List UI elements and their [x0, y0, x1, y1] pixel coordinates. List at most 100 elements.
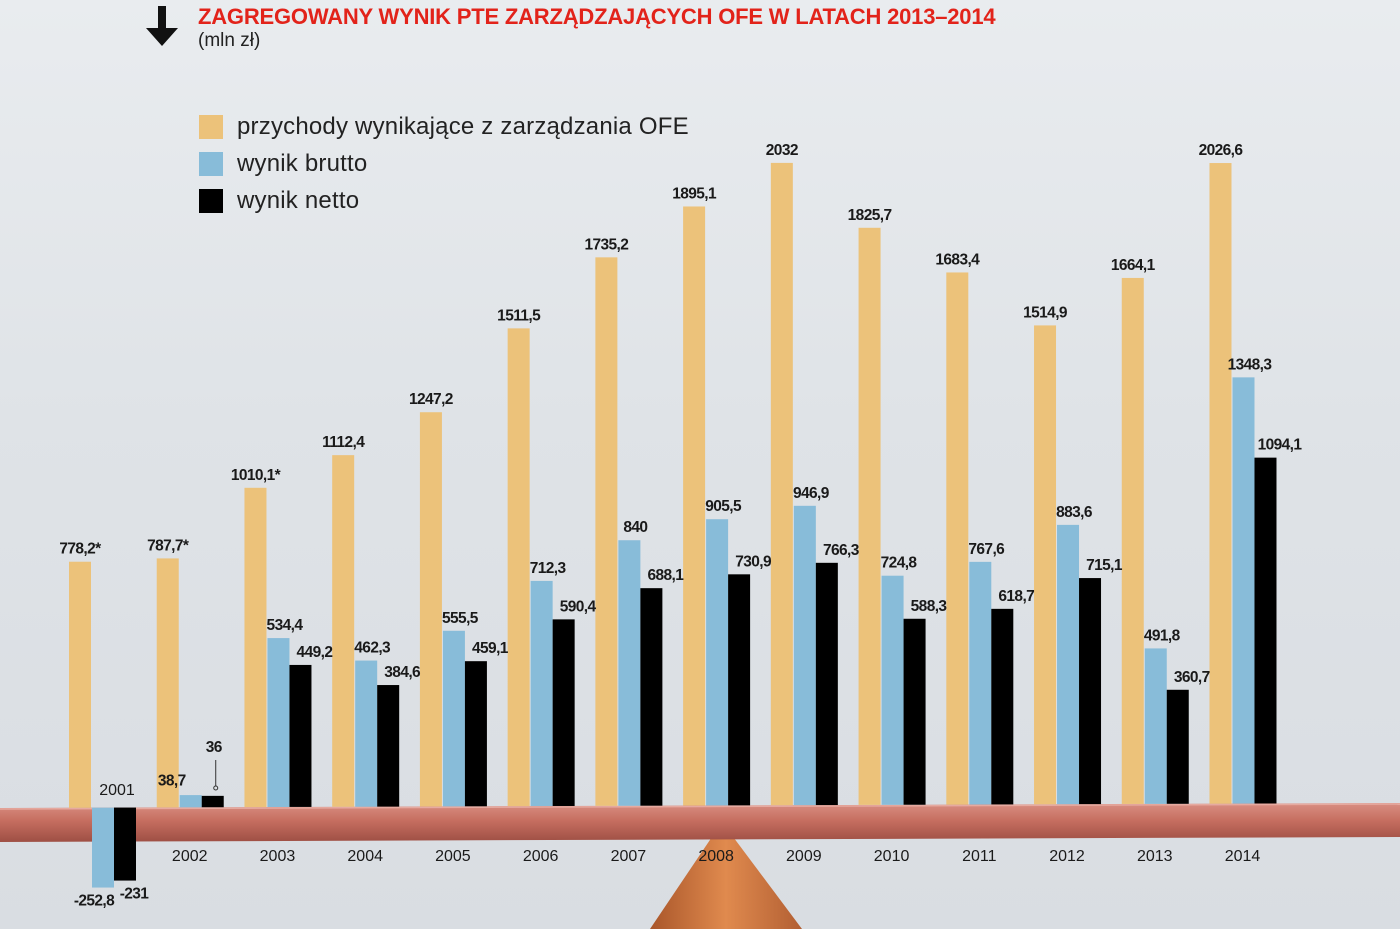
x-tick-label-2001: 2001 [99, 782, 135, 799]
bar-przychody-2003 [244, 487, 267, 808]
bar-przychody-2007 [595, 257, 618, 806]
bar-przychody-2013 [1121, 277, 1144, 804]
x-tick-label-2013: 2013 [1137, 848, 1173, 865]
label-przychody-2002: 787,7* [147, 537, 190, 554]
label-przychody-2011: 1683,4 [935, 251, 980, 268]
label-brutto-2004: 462,3 [354, 640, 391, 657]
label-przychody-2001: 778,2* [59, 541, 102, 558]
bar-brutto-2008 [706, 519, 729, 806]
x-tick-label-2006: 2006 [523, 848, 559, 865]
bar-brutto-2011 [969, 561, 992, 805]
label-przychody-2012: 1514,9 [1023, 304, 1068, 321]
balance-base [650, 822, 802, 929]
bar-netto-2003 [289, 664, 312, 807]
label-netto-2005: 459,1 [472, 640, 509, 657]
label-brutto-2007: 840 [623, 519, 647, 536]
x-tick-label-2008: 2008 [698, 848, 734, 865]
bar-brutto-2009 [793, 505, 816, 806]
bar-netto-2007 [640, 588, 663, 806]
x-tick-label-2011: 2011 [962, 848, 997, 865]
bar-brutto-2006 [530, 580, 553, 807]
legend-item-netto: wynik netto [199, 182, 689, 219]
legend-label-przychody: przychody wynikające z zarządzania OFE [237, 112, 689, 140]
label-netto-2008: 730,9 [735, 553, 772, 570]
bar-netto-2014 [1254, 457, 1277, 804]
label-brutto-2001: -252,8 [74, 893, 115, 910]
label-netto-2003: 449,2 [297, 644, 333, 661]
leader-dot-2002 [213, 785, 219, 791]
legend-label-brutto: wynik brutto [237, 149, 368, 177]
label-netto-2002: 36 [206, 739, 223, 756]
legend: przychody wynikające z zarządzania OFE w… [199, 108, 689, 219]
label-brutto-2010: 724,8 [881, 555, 918, 572]
label-brutto-2011: 767,6 [968, 541, 1005, 558]
label-netto-2010: 588,3 [911, 598, 948, 615]
label-netto-2004: 384,6 [384, 664, 421, 681]
bar-netto-2001 [114, 807, 136, 881]
bar-brutto-2005 [442, 630, 465, 807]
bar-brutto-2002 [179, 795, 202, 808]
label-netto-2009: 766,3 [823, 542, 860, 559]
bar-brutto-2010 [881, 575, 904, 805]
bar-przychody-2014 [1209, 163, 1232, 804]
label-przychody-2013: 1664,1 [1111, 257, 1156, 274]
label-przychody-2004: 1112,4 [322, 434, 365, 451]
label-brutto-2012: 883,6 [1056, 504, 1093, 521]
bar-brutto-2004 [355, 660, 378, 807]
label-netto-2001: -231 [120, 886, 150, 903]
label-netto-2014: 1094,1 [1258, 437, 1303, 454]
bar-netto-2004 [377, 685, 400, 807]
bar-netto-2010 [903, 618, 926, 805]
label-przychody-2007: 1735,2 [584, 236, 628, 253]
bar-brutto-2014 [1232, 377, 1255, 804]
label-brutto-2009: 946,9 [793, 485, 830, 502]
x-tick-label-2010: 2010 [874, 848, 910, 865]
label-brutto-2006: 712,3 [530, 560, 567, 577]
arrow-down-icon [146, 6, 178, 46]
bar-przychody-2012 [1034, 325, 1057, 805]
chart-subtitle: (mln zł) [198, 30, 261, 51]
label-netto-2007: 688,1 [647, 567, 684, 584]
bar-netto-2005 [464, 661, 487, 807]
label-netto-2012: 715,1 [1086, 557, 1123, 574]
label-przychody-2008: 1895,1 [672, 185, 717, 202]
label-przychody-2005: 1247,2 [409, 391, 453, 408]
label-brutto-2014: 1348,3 [1228, 356, 1273, 373]
legend-item-brutto: wynik brutto [199, 145, 689, 182]
legend-item-przychody: przychody wynikające z zarządzania OFE [199, 108, 689, 145]
legend-swatch-netto [199, 188, 223, 213]
label-przychody-2003: 1010,1* [231, 467, 282, 484]
x-tick-label-2004: 2004 [347, 848, 383, 865]
label-przychody-2009: 2032 [766, 142, 798, 159]
bar-brutto-2013 [1144, 648, 1167, 804]
bar-brutto-2012 [1057, 524, 1080, 805]
bar-przychody-2004 [332, 455, 355, 807]
chart-title: ZAGREGOWANY WYNIK PTE ZARZĄDZAJĄCYCH OFE… [198, 4, 996, 29]
balance-beam [0, 803, 1400, 842]
bar-przychody-2009 [770, 162, 793, 806]
bar-netto-2006 [552, 619, 575, 806]
x-tick-label-2002: 2002 [172, 848, 208, 865]
label-przychody-2014: 2026,6 [1199, 142, 1244, 159]
bar-przychody-2011 [946, 272, 969, 805]
bar-brutto-2001 [92, 807, 114, 888]
label-brutto-2003: 534,4 [267, 617, 304, 634]
label-przychody-2006: 1511,5 [497, 307, 541, 324]
x-tick-label-2014: 2014 [1225, 848, 1261, 865]
bar-netto-2008 [728, 574, 751, 806]
bar-netto-2009 [815, 562, 838, 806]
legend-swatch-przychody [199, 114, 223, 139]
x-tick-label-2007: 2007 [611, 848, 647, 865]
bar-netto-2013 [1166, 689, 1189, 804]
label-netto-2011: 618,7 [998, 588, 1034, 605]
x-tick-label-2005: 2005 [435, 848, 471, 865]
label-brutto-2005: 555,5 [442, 610, 479, 627]
legend-label-netto: wynik netto [237, 186, 360, 214]
bar-przychody-2005 [419, 412, 442, 807]
bar-netto-2002 [201, 795, 224, 808]
label-netto-2006: 590,4 [560, 598, 597, 615]
legend-swatch-brutto [199, 151, 223, 176]
bar-brutto-2007 [618, 540, 641, 806]
bar-netto-2012 [1079, 578, 1102, 805]
